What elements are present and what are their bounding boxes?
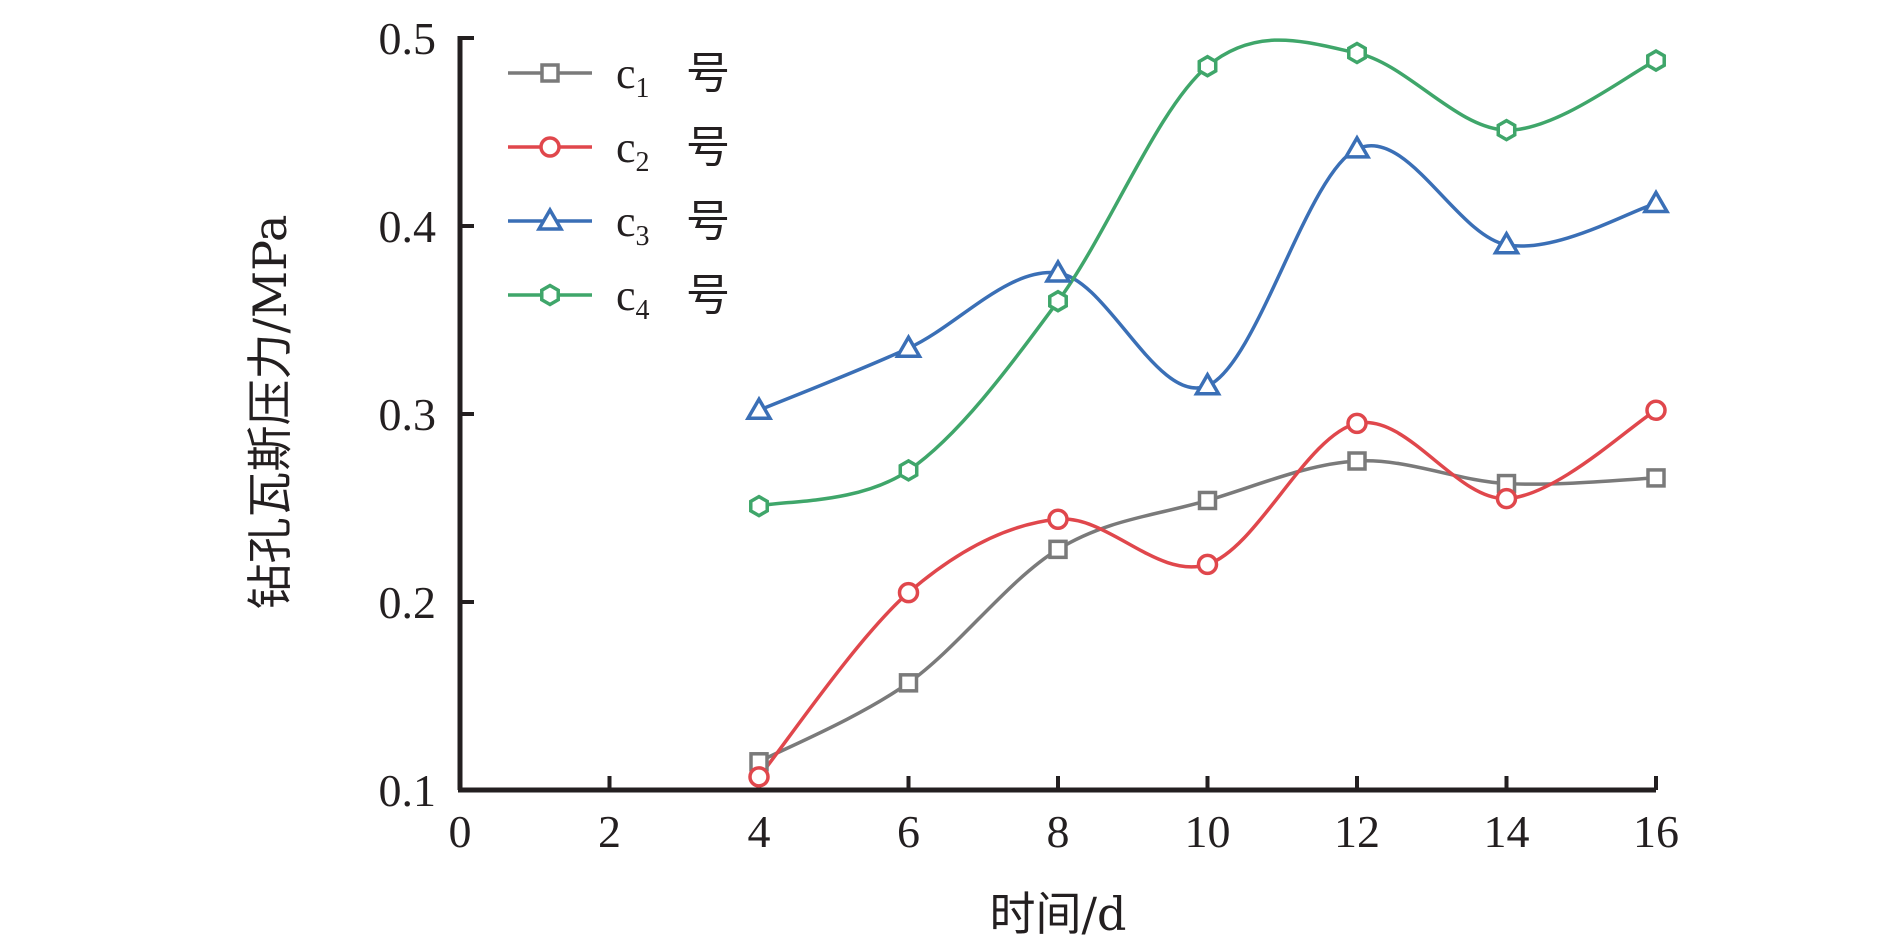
legend: c1 号 c2 号 c3 号 c4 号 xyxy=(508,48,730,326)
data-point-c3-x8 xyxy=(1043,258,1073,283)
legend-marker xyxy=(535,206,565,231)
data-point-c3-x10 xyxy=(1193,371,1222,396)
legend-marker xyxy=(540,283,560,307)
data-point-c1-x16 xyxy=(1646,468,1666,488)
series-line-c2 xyxy=(757,408,1657,778)
legend-item-c3: c3 号 xyxy=(508,196,730,252)
data-point-c1-x12 xyxy=(1347,451,1367,471)
series-line-c4 xyxy=(758,38,1657,508)
data-point-c4-x16 xyxy=(1646,49,1666,73)
data-point-c4-x10 xyxy=(1197,54,1218,78)
legend-label-suffix: 号 xyxy=(686,48,730,99)
series-line-c3 xyxy=(758,144,1657,412)
markers xyxy=(744,41,1671,788)
data-point-c2-x8 xyxy=(1047,508,1069,531)
legend-label: c2 xyxy=(616,123,650,178)
data-point-c2-x12 xyxy=(1346,412,1368,435)
y-tick-label: 0.3 xyxy=(379,389,437,440)
tick-labels: 0 2 4 6 8 10 12 14 16 0.1 0.2 0.3 0.4 0.5 xyxy=(379,13,1680,857)
data-point-c2-x4 xyxy=(748,766,770,788)
x-tick-label: 10 xyxy=(1185,806,1231,857)
legend-item-c4: c4 号 xyxy=(508,270,730,326)
legend-label: c3 xyxy=(616,197,650,252)
data-point-c3-x6 xyxy=(894,333,923,358)
plot-lines xyxy=(757,38,1657,778)
x-tick-label: 12 xyxy=(1334,806,1380,857)
y-tick-label: 0.4 xyxy=(379,201,437,252)
x-tick-label: 8 xyxy=(1047,806,1070,857)
x-tick-label: 16 xyxy=(1633,806,1679,857)
data-point-c2-x6 xyxy=(897,581,920,604)
data-point-c4-x4 xyxy=(749,494,769,518)
data-point-c2-x10 xyxy=(1196,553,1219,576)
y-tick-label: 0.1 xyxy=(379,765,437,816)
legend-item-c1: c1 号 xyxy=(508,48,730,104)
legend-marker xyxy=(539,136,561,158)
x-tick-label: 14 xyxy=(1484,806,1530,857)
data-point-c1-x8 xyxy=(1048,539,1068,560)
data-point-c4-x12 xyxy=(1347,41,1367,65)
data-point-c2-x14 xyxy=(1495,487,1518,510)
data-point-c3-x16 xyxy=(1641,188,1671,214)
data-point-c1-x10 xyxy=(1197,490,1218,511)
y-tick-label: 0.2 xyxy=(379,577,437,628)
legend-marker xyxy=(540,63,560,83)
legend-item-c2: c2 号 xyxy=(508,122,730,178)
data-point-c4-x14 xyxy=(1496,118,1517,142)
legend-label-suffix: 号 xyxy=(686,270,730,321)
x-tick-label: 6 xyxy=(897,806,920,857)
x-tick-label: 2 xyxy=(598,806,621,857)
legend-label: c1 xyxy=(616,49,650,104)
y-axis-title: 钻孔瓦斯压力/MPa xyxy=(243,215,297,610)
x-tick-label: 4 xyxy=(748,806,771,857)
legend-label-suffix: 号 xyxy=(686,196,730,247)
x-axis-title: 时间/d xyxy=(990,887,1127,941)
data-point-c4-x8 xyxy=(1048,289,1068,313)
legend-label: c4 xyxy=(616,271,650,326)
x-tick-label: 0 xyxy=(449,806,472,857)
data-point-c2-x16 xyxy=(1645,399,1667,421)
data-point-c3-x14 xyxy=(1492,230,1521,255)
data-point-c4-x6 xyxy=(898,458,919,482)
data-point-c3-x4 xyxy=(744,395,774,420)
data-point-c3-x12 xyxy=(1342,134,1372,159)
data-point-c1-x6 xyxy=(898,673,919,693)
y-tick-label: 0.5 xyxy=(379,13,437,64)
legend-label-suffix: 号 xyxy=(686,122,730,173)
